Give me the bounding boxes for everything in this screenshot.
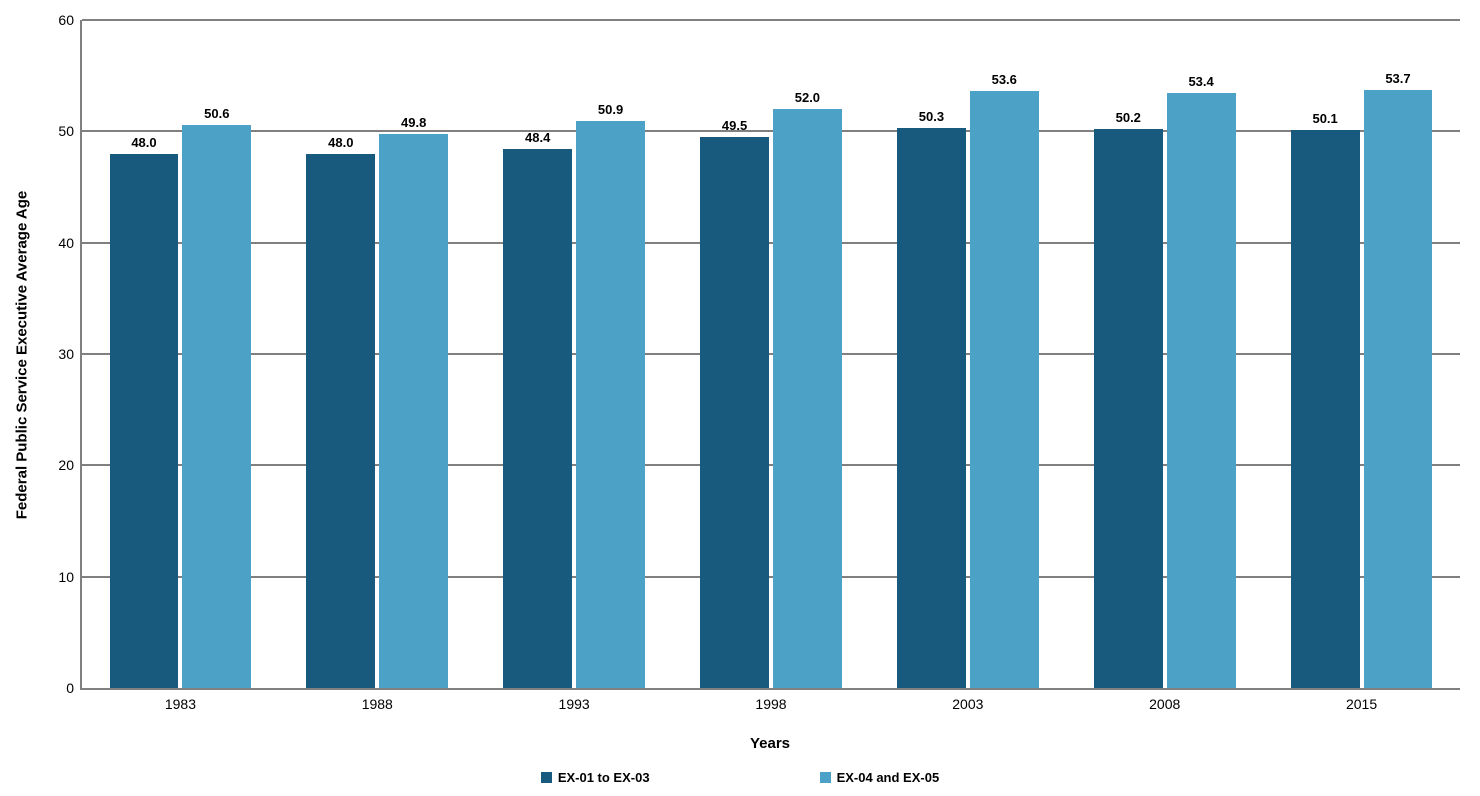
bar-value-label: 53.7 xyxy=(1385,71,1410,86)
bar: 48.0 xyxy=(110,154,179,688)
bar: 49.8 xyxy=(379,134,448,688)
x-tick-label: 2008 xyxy=(1149,696,1180,712)
y-tick-label: 40 xyxy=(58,235,74,251)
bar-value-label: 50.2 xyxy=(1116,110,1141,125)
bar: 49.5 xyxy=(700,137,769,688)
bar-group: 48.050.61983 xyxy=(82,20,279,688)
x-tick-label: 1988 xyxy=(362,696,393,712)
bar-value-label: 50.1 xyxy=(1312,111,1337,126)
bar: 50.3 xyxy=(897,128,966,688)
legend: EX-01 to EX-03 EX-04 and EX-05 xyxy=(0,770,1480,785)
bar: 53.6 xyxy=(970,91,1039,688)
bar-chart: Federal Public Service Executive Average… xyxy=(0,0,1480,796)
x-tick-label: 1998 xyxy=(755,696,786,712)
bar-group: 50.353.62003 xyxy=(869,20,1066,688)
legend-item-series-1: EX-01 to EX-03 xyxy=(541,770,650,785)
y-tick-label: 30 xyxy=(58,346,74,362)
bar: 53.7 xyxy=(1364,90,1433,688)
x-tick-label: 1983 xyxy=(165,696,196,712)
bar: 50.2 xyxy=(1094,129,1163,688)
y-tick-label: 0 xyxy=(66,680,74,696)
x-tick-label: 2003 xyxy=(952,696,983,712)
bar-value-label: 48.0 xyxy=(131,135,156,150)
bar-group: 49.552.01998 xyxy=(673,20,870,688)
bar: 50.6 xyxy=(182,125,251,688)
y-tick-label: 20 xyxy=(58,457,74,473)
legend-label: EX-04 and EX-05 xyxy=(837,770,940,785)
x-axis-title: Years xyxy=(750,735,790,752)
bar-group: 48.049.81988 xyxy=(279,20,476,688)
legend-label: EX-01 to EX-03 xyxy=(558,770,650,785)
bar: 53.4 xyxy=(1167,93,1236,688)
legend-item-series-2: EX-04 and EX-05 xyxy=(820,770,940,785)
bar: 48.0 xyxy=(306,154,375,688)
bar-value-label: 52.0 xyxy=(795,90,820,105)
bar-value-label: 50.9 xyxy=(598,102,623,117)
y-tick-label: 10 xyxy=(58,569,74,585)
bar-value-label: 49.8 xyxy=(401,115,426,130)
plot-area: 010203040506048.050.6198348.049.8198848.… xyxy=(80,20,1460,690)
bar-group: 48.450.91993 xyxy=(476,20,673,688)
bar-value-label: 53.4 xyxy=(1188,74,1213,89)
bar-value-label: 48.0 xyxy=(328,135,353,150)
bar-value-label: 48.4 xyxy=(525,130,550,145)
bar-group: 50.253.42008 xyxy=(1066,20,1263,688)
legend-swatch-icon xyxy=(541,772,552,783)
bar-value-label: 50.3 xyxy=(919,109,944,124)
bar-value-label: 49.5 xyxy=(722,118,747,133)
bar-group: 50.153.72015 xyxy=(1263,20,1460,688)
y-axis-title: Federal Public Service Executive Average… xyxy=(14,191,31,520)
bar: 52.0 xyxy=(773,109,842,688)
bar-value-label: 53.6 xyxy=(992,72,1017,87)
y-tick-label: 50 xyxy=(58,123,74,139)
y-tick-label: 60 xyxy=(58,12,74,28)
x-tick-label: 2015 xyxy=(1346,696,1377,712)
bar: 50.1 xyxy=(1291,130,1360,688)
bar: 48.4 xyxy=(503,149,572,688)
legend-swatch-icon xyxy=(820,772,831,783)
bar: 50.9 xyxy=(576,121,645,688)
bar-value-label: 50.6 xyxy=(204,106,229,121)
x-tick-label: 1993 xyxy=(559,696,590,712)
